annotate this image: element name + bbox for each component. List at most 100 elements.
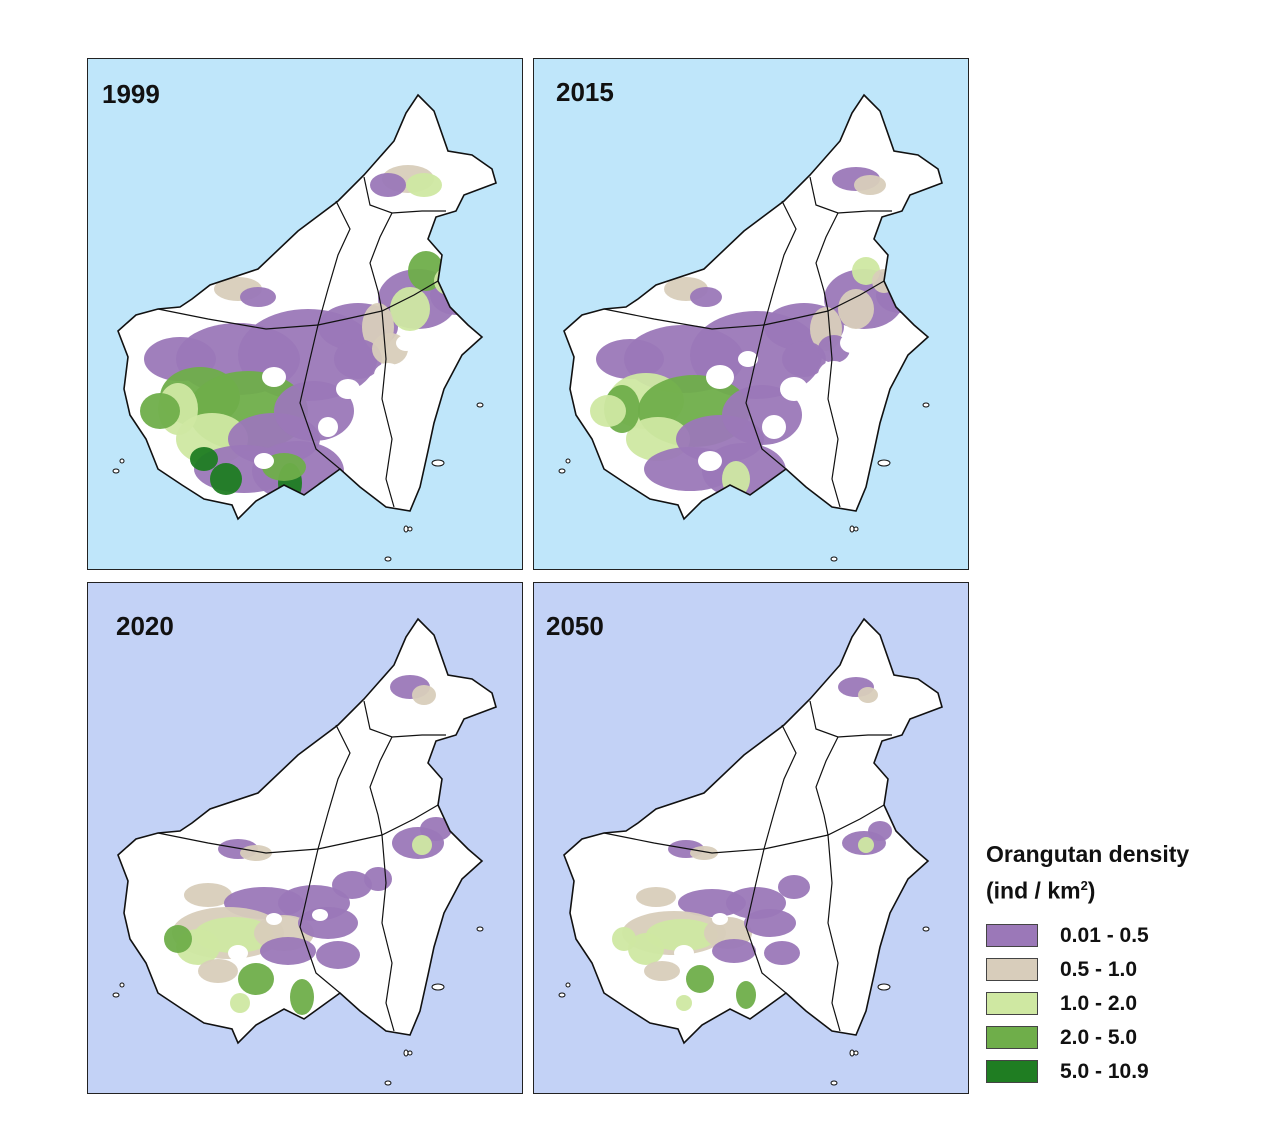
habitat-gap [396, 335, 416, 351]
density-legend: Orangutan density (ind / km2) 0.01 - 0.5… [986, 838, 1266, 1089]
density-patch [316, 941, 360, 969]
habitat-gap [818, 361, 850, 389]
small-island [431, 983, 445, 991]
legend-label: 1.0 - 2.0 [1060, 991, 1138, 1015]
small-island [830, 1080, 838, 1086]
small-island [403, 1049, 409, 1057]
legend-swatch [986, 992, 1038, 1016]
small-island [112, 992, 120, 998]
admin-boundary [815, 212, 839, 312]
coastline [117, 93, 497, 521]
density-patch [184, 883, 232, 907]
small-island [384, 1080, 392, 1086]
density-patch [686, 965, 714, 993]
density-patch [420, 817, 452, 841]
small-island [558, 468, 566, 474]
density-patch [412, 685, 436, 705]
density-patch [744, 909, 796, 937]
habitat-gap [712, 913, 728, 925]
small-island [558, 992, 566, 998]
density-patch [764, 941, 800, 965]
legend-swatch [986, 1026, 1038, 1050]
density-patch [858, 687, 878, 703]
density-patch [230, 993, 250, 1013]
density-patch [238, 963, 274, 995]
habitat-gap [374, 363, 402, 387]
density-layer [164, 675, 452, 1015]
density-patch [676, 995, 692, 1011]
density-patch [406, 173, 442, 197]
panel-year-label: 2050 [546, 611, 604, 641]
admin-boundary [381, 310, 395, 508]
density-patch [678, 889, 746, 917]
density-patch [736, 981, 756, 1009]
legend-swatch [986, 1060, 1038, 1084]
habitat-gap [780, 377, 808, 401]
legend-swatch [986, 924, 1038, 948]
habitat-gap [674, 945, 694, 961]
density-patch [854, 175, 886, 195]
density-patch [260, 937, 316, 965]
density-patch [712, 939, 756, 963]
admin-boundary [299, 324, 341, 470]
small-island [565, 982, 571, 988]
admin-boundary [157, 832, 319, 854]
map-panel-1999: 1999 [87, 58, 523, 570]
small-island [384, 556, 392, 562]
density-patch [210, 463, 242, 495]
small-island [476, 402, 484, 408]
admin-boundary [603, 832, 765, 854]
legend-item: 1.0 - 2.0 [986, 987, 1266, 1021]
admin-boundary [381, 834, 395, 1032]
small-island [849, 1049, 855, 1057]
habitat-gap [318, 417, 338, 437]
density-patch [240, 845, 272, 861]
small-island [877, 459, 891, 467]
density-patch [298, 907, 358, 939]
density-patch [590, 395, 626, 427]
admin-boundary [157, 308, 319, 330]
panel-year-label: 2020 [116, 611, 174, 641]
admin-boundary [369, 736, 393, 836]
admin-boundary [299, 848, 341, 994]
density-patch [290, 979, 314, 1015]
admin-boundary [763, 724, 797, 850]
legend-label: 5.0 - 10.9 [1060, 1059, 1149, 1083]
small-island [403, 525, 409, 533]
map-canvas [534, 583, 968, 1093]
density-patch [364, 867, 392, 891]
density-patch [690, 287, 722, 307]
small-island [853, 526, 859, 532]
small-island [407, 526, 413, 532]
admin-boundary [745, 324, 787, 470]
admin-boundary [369, 212, 393, 312]
small-island [112, 468, 120, 474]
small-island [431, 459, 445, 467]
panel-year-label: 2015 [556, 77, 614, 107]
small-island [922, 926, 930, 932]
density-patch [778, 875, 810, 899]
coastline [563, 617, 943, 1045]
density-patch [390, 287, 430, 331]
legend-swatch [986, 958, 1038, 982]
admin-boundary [815, 736, 839, 836]
small-island [849, 525, 855, 533]
legend-label: 2.0 - 5.0 [1060, 1025, 1138, 1049]
admin-boundary [827, 310, 841, 508]
admin-boundary [763, 200, 797, 326]
admin-boundary [827, 834, 841, 1032]
legend-item: 5.0 - 10.9 [986, 1055, 1266, 1089]
map-panel-2020: 2020 [87, 582, 523, 1094]
map-canvas [88, 583, 522, 1093]
density-patch [690, 846, 718, 860]
admin-boundary [317, 724, 351, 850]
density-patch [628, 933, 664, 965]
coastline [117, 617, 497, 1045]
habitat-gap [262, 367, 286, 387]
small-island [119, 982, 125, 988]
density-patch [858, 837, 874, 853]
small-island [853, 1050, 859, 1056]
habitat-gap [336, 379, 360, 399]
habitat-gap [840, 333, 864, 353]
legend-units: (ind / km2) [986, 877, 1096, 904]
